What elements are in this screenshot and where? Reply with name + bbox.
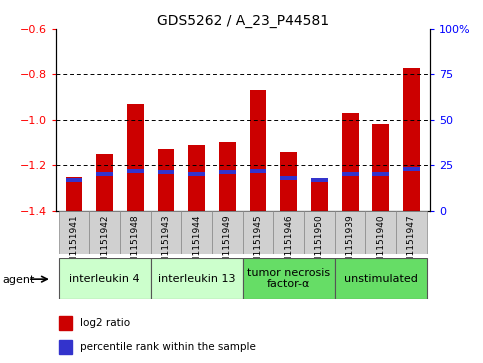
Bar bbox=[250, 168, 267, 173]
Bar bbox=[66, 176, 83, 211]
Text: GSM1151942: GSM1151942 bbox=[100, 214, 109, 274]
Bar bbox=[59, 316, 72, 330]
Text: GSM1151949: GSM1151949 bbox=[223, 214, 232, 275]
Bar bbox=[151, 211, 181, 254]
Bar bbox=[219, 170, 236, 175]
Text: interleukin 4: interleukin 4 bbox=[70, 274, 140, 284]
Text: GSM1151943: GSM1151943 bbox=[161, 214, 170, 275]
Bar bbox=[396, 211, 427, 254]
Bar bbox=[120, 211, 151, 254]
Text: agent: agent bbox=[2, 274, 35, 285]
Bar bbox=[212, 211, 243, 254]
Bar bbox=[89, 211, 120, 254]
Bar bbox=[59, 340, 72, 354]
Bar bbox=[58, 211, 89, 254]
Bar bbox=[157, 149, 174, 211]
Bar bbox=[304, 211, 335, 254]
Text: GSM1151948: GSM1151948 bbox=[131, 214, 140, 275]
Bar bbox=[66, 178, 83, 182]
Text: GSM1151946: GSM1151946 bbox=[284, 214, 293, 275]
Bar bbox=[250, 90, 267, 211]
Bar bbox=[243, 211, 273, 254]
Bar bbox=[96, 154, 113, 211]
Bar bbox=[335, 211, 366, 254]
Bar bbox=[372, 172, 389, 176]
Text: GSM1151945: GSM1151945 bbox=[254, 214, 263, 275]
Bar bbox=[157, 170, 174, 175]
Text: GSM1151939: GSM1151939 bbox=[346, 214, 355, 275]
Text: unstimulated: unstimulated bbox=[344, 274, 418, 284]
Bar bbox=[372, 125, 389, 211]
Bar bbox=[335, 258, 427, 299]
Bar bbox=[273, 211, 304, 254]
Text: log2 ratio: log2 ratio bbox=[80, 318, 130, 328]
Bar bbox=[96, 172, 113, 176]
Text: GSM1151947: GSM1151947 bbox=[407, 214, 416, 275]
Bar bbox=[188, 145, 205, 211]
Bar bbox=[341, 113, 358, 211]
Bar bbox=[341, 172, 358, 176]
Bar bbox=[403, 68, 420, 211]
Bar bbox=[58, 258, 151, 299]
Bar bbox=[151, 258, 243, 299]
Bar bbox=[181, 211, 212, 254]
Text: percentile rank within the sample: percentile rank within the sample bbox=[80, 342, 256, 352]
Bar bbox=[311, 181, 328, 211]
Bar bbox=[280, 176, 297, 180]
Bar bbox=[219, 143, 236, 211]
Bar bbox=[127, 168, 144, 173]
Bar bbox=[366, 211, 396, 254]
Bar bbox=[280, 152, 297, 211]
Text: tumor necrosis
factor-α: tumor necrosis factor-α bbox=[247, 268, 330, 289]
Bar bbox=[311, 178, 328, 182]
Text: GSM1151950: GSM1151950 bbox=[315, 214, 324, 275]
Text: interleukin 13: interleukin 13 bbox=[158, 274, 235, 284]
Text: GSM1151941: GSM1151941 bbox=[70, 214, 78, 275]
Bar bbox=[243, 258, 335, 299]
Text: GSM1151944: GSM1151944 bbox=[192, 214, 201, 274]
Text: GSM1151940: GSM1151940 bbox=[376, 214, 385, 275]
Bar bbox=[127, 104, 144, 211]
Bar bbox=[188, 172, 205, 176]
Title: GDS5262 / A_23_P44581: GDS5262 / A_23_P44581 bbox=[156, 14, 329, 28]
Bar bbox=[403, 167, 420, 171]
